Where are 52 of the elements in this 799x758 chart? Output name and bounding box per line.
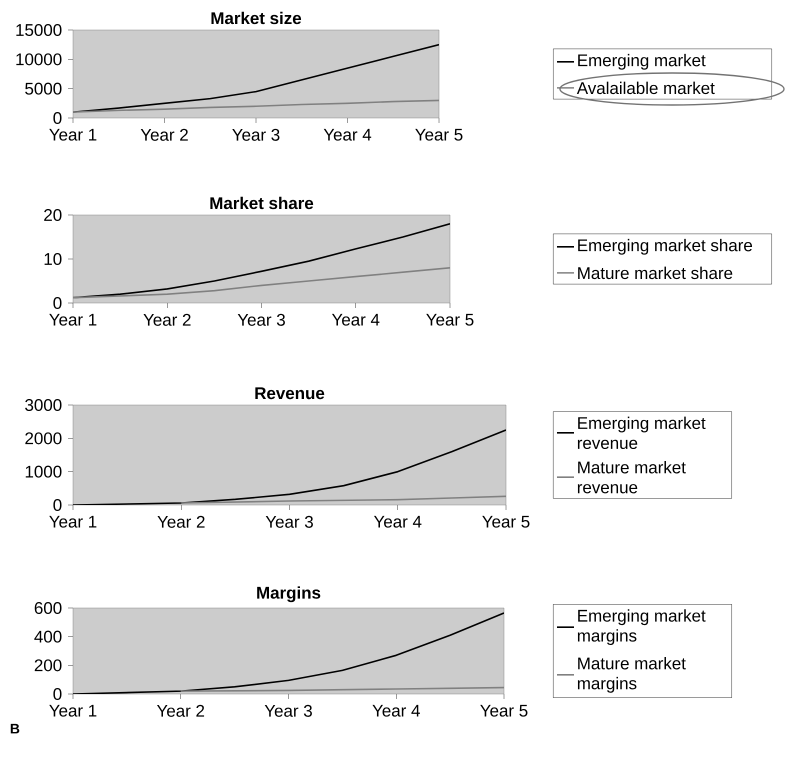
legend-label: Mature market margins: [578, 657, 686, 693]
x-tick-label: Year 2: [156, 704, 204, 717]
legend-label: Mature market revenue: [578, 461, 686, 494]
x-tick-label: Year 4: [374, 516, 422, 528]
y-tick-label: 400: [34, 630, 62, 643]
x-tick-label: Year 5: [480, 704, 528, 717]
x-tick-label: Year 4: [332, 314, 380, 326]
legend-label: Emerging market margins: [578, 609, 706, 646]
y-tick-label: 0: [53, 112, 62, 124]
chart-title: Margins: [257, 586, 320, 602]
x-tick-label: Year 3: [232, 128, 280, 141]
line-series: [73, 267, 450, 299]
line-series: [73, 100, 440, 113]
y-tick-label: 0: [53, 297, 62, 310]
x-tick-label: Year 4: [324, 128, 372, 141]
legend-label: Emerging market share: [578, 238, 752, 255]
line-series: [73, 223, 450, 299]
y-tick-label: 600: [34, 602, 62, 614]
x-tick-label: Year 1: [49, 128, 96, 141]
legend-label: Emerging market: [578, 54, 706, 70]
x-tick-label: Year 3: [238, 314, 285, 326]
x-tick-label: Year 3: [264, 704, 312, 717]
line-series: [73, 44, 440, 113]
x-tick-label: Year 5: [482, 516, 530, 528]
x-tick-label: Year 1: [49, 704, 96, 717]
x-tick-label: Year 1: [49, 516, 96, 528]
y-tick-label: 10: [44, 253, 62, 266]
y-tick-label: 3000: [25, 399, 62, 412]
chart-title: Revenue: [255, 387, 324, 400]
y-tick-label: 0: [53, 688, 62, 700]
x-tick-label: Year 1: [49, 314, 96, 326]
y-tick-label: 10000: [16, 53, 62, 66]
x-tick-label: Year 2: [140, 128, 188, 141]
x-tick-label: Year 5: [415, 128, 462, 141]
legend-label: Mature market share: [578, 266, 732, 280]
x-tick-label: Year 2: [157, 516, 205, 528]
y-tick-label: 1000: [26, 466, 62, 478]
y-tick-label: 15000: [16, 24, 62, 36]
x-tick-label: Year 5: [426, 314, 474, 326]
y-tick-label: 200: [34, 659, 62, 672]
chart-title: Market share: [210, 196, 314, 210]
chart-title: Market size: [211, 12, 302, 24]
legend-label: Avalailable market: [576, 82, 715, 94]
y-tick-label: 20: [44, 209, 62, 221]
x-tick-label: Year 4: [372, 704, 420, 717]
legend-label: Emerging market revenue: [578, 416, 706, 450]
x-tick-label: Year 2: [143, 314, 191, 326]
y-tick-label: 0: [53, 499, 62, 512]
text: B: [10, 724, 20, 734]
y-tick-label: 2000: [25, 432, 62, 444]
y-tick-label: 5000: [25, 82, 62, 95]
x-tick-label: Year 3: [266, 516, 313, 528]
